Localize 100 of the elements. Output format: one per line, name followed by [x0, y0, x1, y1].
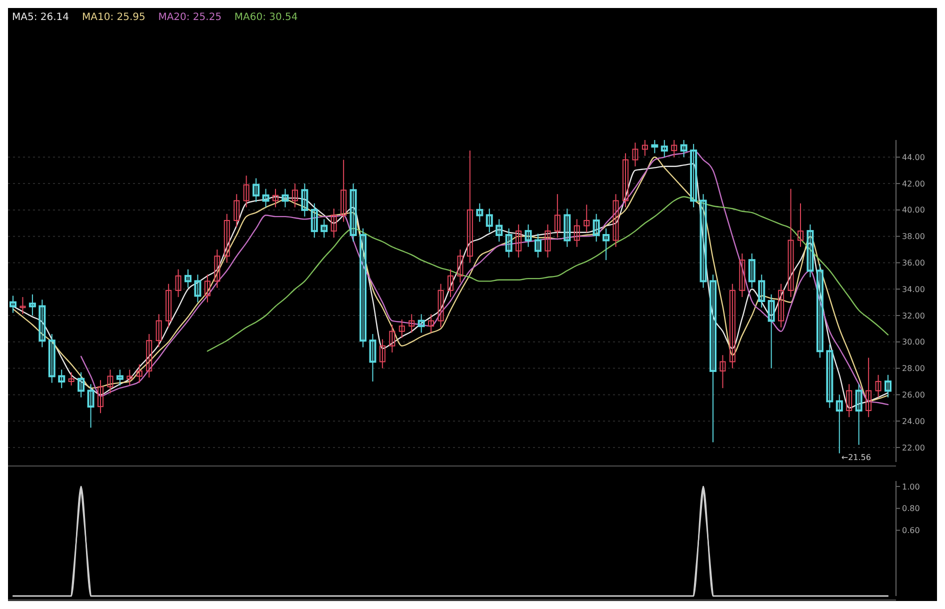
candlestick [739, 252, 746, 298]
candlestick [466, 150, 473, 264]
candlestick [486, 208, 493, 233]
candlestick [710, 274, 716, 443]
candlestick [38, 299, 46, 348]
candlestick [20, 296, 26, 315]
y-tick-label: 40.00 [902, 206, 925, 215]
candlestick [622, 152, 628, 208]
text: MA5: 26.14 [12, 12, 70, 23]
candlestick [107, 369, 114, 394]
candlestick [448, 268, 454, 298]
candlestick [408, 314, 415, 334]
candlestick [642, 140, 648, 156]
y-tick-label: 24.00 [902, 416, 925, 426]
candlestick [282, 188, 289, 208]
candlestick [602, 228, 610, 261]
candlestick [826, 344, 834, 408]
candlestick [592, 213, 600, 242]
candlestick [116, 369, 124, 386]
candlestick [554, 194, 560, 238]
candlestick [87, 384, 94, 428]
candlestick [660, 140, 668, 158]
candlestick [98, 380, 104, 414]
candlestick [438, 283, 444, 328]
candlestick [301, 183, 308, 218]
candlestick [184, 268, 192, 288]
candlestick [68, 372, 74, 386]
candlestick [262, 188, 270, 208]
candlestick [690, 143, 698, 208]
y-tick-label: 42.00 [902, 179, 925, 188]
candlestick [252, 178, 260, 203]
candlestick [340, 159, 347, 222]
candlestick [457, 249, 464, 284]
text: MA10: 25.95 [82, 12, 146, 23]
candlestick [350, 183, 357, 242]
candlestick [806, 224, 814, 278]
y-tick-label: 0.60 [902, 526, 920, 536]
candlestick [204, 274, 210, 303]
text: MA60: 30.54 [234, 12, 298, 23]
candlestick [310, 202, 318, 238]
candlestick [175, 268, 182, 298]
candlestick [156, 314, 162, 348]
candlestick [320, 218, 328, 238]
candlestick [194, 274, 202, 303]
candlestick [564, 208, 571, 248]
y-tick-label: 34.00 [902, 284, 925, 294]
candlestick [584, 204, 590, 233]
candlestick [476, 202, 484, 222]
candlestick [798, 202, 804, 248]
candlestick [836, 394, 843, 454]
candlestick [680, 140, 688, 158]
y-tick-label: 30.00 [902, 338, 925, 347]
candlestick [758, 274, 766, 308]
candlestick [720, 354, 726, 389]
candlestick [544, 224, 551, 258]
candlestick [418, 314, 425, 334]
y-tick-label: 38.00 [902, 232, 925, 242]
candlestick [866, 357, 872, 418]
y-tick-label: 26.00 [902, 390, 925, 400]
candlestick [574, 218, 580, 248]
candlestick [126, 369, 133, 386]
candlestick [48, 333, 56, 384]
y-tick-label: 28.00 [902, 364, 925, 374]
candlestick [136, 364, 142, 384]
candlestick [330, 208, 337, 238]
candlestick [234, 194, 240, 228]
candlestick [671, 140, 678, 158]
candlestick [875, 374, 882, 398]
candlestick [748, 252, 756, 288]
candlestick [729, 283, 736, 369]
candlestick [700, 194, 707, 288]
candlestick [846, 384, 852, 418]
y-tick-label: 44.00 [902, 152, 925, 162]
candlestick [788, 188, 794, 298]
candlestick [855, 384, 862, 446]
candlestick [10, 295, 16, 314]
candlestick [379, 338, 386, 369]
y-tick-label: 0.80 [902, 504, 920, 514]
candlestick [272, 188, 278, 208]
candlestick [428, 314, 434, 334]
candlestick [632, 142, 638, 167]
candlestick [214, 249, 220, 288]
annotation: ←21.56 [841, 453, 871, 462]
y-tick-label: 1.00 [902, 482, 920, 492]
candlestick [28, 294, 36, 316]
candlestick [166, 283, 172, 328]
candlestick [612, 194, 619, 248]
candlestick [534, 233, 542, 258]
line-series [206, 196, 889, 352]
candlestick [78, 372, 85, 398]
y-tick-label: 22.00 [902, 443, 925, 452]
candlestick [816, 264, 824, 358]
candlestick [398, 318, 405, 338]
candlestick [292, 183, 298, 208]
candlestick [651, 140, 658, 154]
candlestick [369, 333, 376, 382]
candlestick [224, 213, 230, 264]
candlestick [243, 175, 250, 208]
candlestick [516, 224, 522, 258]
y-tick-label: 32.00 [902, 311, 925, 320]
